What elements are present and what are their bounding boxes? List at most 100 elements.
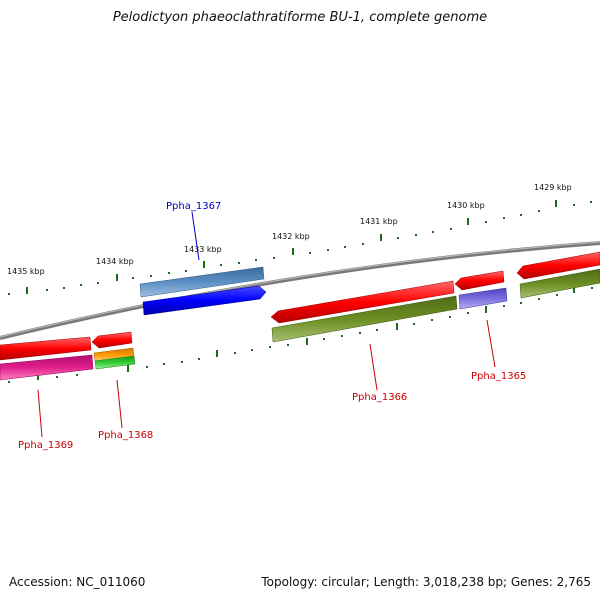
- tick-dot: [80, 284, 82, 286]
- tick-dot: [432, 231, 434, 233]
- genome-backbone: [0, 241, 600, 340]
- feature-row: [0, 268, 600, 381]
- tick-dot: [76, 374, 78, 376]
- gene-ppha-1366-feature[interactable]: [271, 295, 458, 343]
- tick-dot: [185, 270, 187, 272]
- leader-ppha-1365: [486, 319, 496, 368]
- kbp-label: 1434 kbp: [96, 257, 134, 266]
- tick-dot: [168, 272, 170, 274]
- tick-dot: [251, 349, 253, 351]
- tick-dot: [150, 275, 152, 277]
- tick-dot: [467, 312, 469, 314]
- tick-major: [555, 200, 557, 207]
- tick-dot: [503, 305, 505, 307]
- tick-dot: [273, 257, 275, 259]
- tick-dot: [8, 381, 10, 383]
- tick-major: [216, 350, 218, 357]
- gene-ppha-1365-feature[interactable]: [458, 287, 508, 310]
- tick-dot: [341, 335, 343, 337]
- tick-dot: [431, 319, 433, 321]
- kbp-label: 1435 kbp: [7, 267, 45, 276]
- tick-dot: [220, 264, 222, 266]
- accession-text: Accession: NC_011060: [9, 575, 146, 589]
- kbp-label: 1429 kbp: [534, 183, 572, 192]
- tick-dot: [132, 277, 134, 279]
- tick-dot: [344, 246, 346, 248]
- tick-dot: [323, 338, 325, 340]
- tick-dot: [538, 210, 540, 212]
- tick-dot: [413, 323, 415, 325]
- genome-title: Pelodictyon phaeoclathratiforme BU-1, co…: [112, 10, 488, 25]
- tick-major: [37, 373, 39, 380]
- tick-dot: [362, 243, 364, 245]
- gene-ppha-1368-cds[interactable]: [91, 331, 133, 349]
- leader-ppha-1368: [116, 379, 123, 429]
- gene-labels: Ppha_1367 Ppha_1366 Ppha_1365 Ppha_1369 …: [18, 201, 526, 451]
- tick-major: [292, 248, 294, 255]
- tick-dot: [198, 358, 200, 360]
- tick-dot: [269, 346, 271, 348]
- tick-major: [467, 218, 469, 225]
- gene-ppha-1369-feature[interactable]: [0, 354, 94, 381]
- label-ppha-1367[interactable]: Ppha_1367: [166, 201, 221, 212]
- gene-right-edge-cds[interactable]: [516, 251, 600, 280]
- leader-ppha-1367: [191, 211, 200, 261]
- gene-ppha-1369-cds[interactable]: [0, 336, 92, 361]
- tick-dot: [8, 293, 10, 295]
- tick-dot: [556, 294, 558, 296]
- tick-dot: [449, 316, 451, 318]
- tick-dot: [520, 302, 522, 304]
- tick-major: [485, 306, 487, 313]
- tick-dot: [450, 228, 452, 230]
- label-ppha-1365[interactable]: Ppha_1365: [471, 371, 526, 382]
- tick-major: [116, 274, 118, 281]
- kbp-label: 1430 kbp: [447, 201, 485, 210]
- leader-ppha-1366: [369, 343, 378, 391]
- genome-backbone-highlight: [0, 241, 600, 338]
- tick-major: [127, 365, 129, 372]
- kbp-label: 1431 kbp: [360, 217, 398, 226]
- tick-dot: [520, 214, 522, 216]
- kbp-label: 1433 kbp: [184, 245, 222, 254]
- tick-dot: [503, 217, 505, 219]
- label-ppha-1366[interactable]: Ppha_1366: [352, 392, 407, 403]
- leader-ppha-1369: [37, 389, 43, 438]
- gene-ppha-1368-feature-green[interactable]: [94, 355, 136, 370]
- tick-dot: [573, 204, 575, 206]
- tick-dot: [590, 201, 592, 203]
- gene-ppha-1366-cds[interactable]: [270, 280, 455, 324]
- genome-summary-text: Topology: circular; Length: 3,018,238 bp…: [261, 575, 591, 589]
- label-leaders: [37, 211, 496, 438]
- tick-dot: [234, 352, 236, 354]
- inner-tick-row: [8, 286, 593, 383]
- tick-dot: [56, 376, 58, 378]
- forward-strand-genes: [0, 251, 600, 361]
- tick-major: [26, 287, 28, 294]
- tick-major: [203, 261, 205, 268]
- tick-dot: [63, 287, 65, 289]
- tick-dot: [97, 282, 99, 284]
- tick-major: [396, 323, 398, 330]
- tick-major: [380, 234, 382, 241]
- tick-dot: [163, 363, 165, 365]
- label-ppha-1368[interactable]: Ppha_1368: [98, 430, 153, 441]
- gene-ppha-1365-cds[interactable]: [454, 270, 505, 291]
- outer-tick-row: [8, 200, 592, 295]
- tick-dot: [181, 361, 183, 363]
- tick-dot: [238, 262, 240, 264]
- tick-major: [306, 338, 308, 345]
- tick-dot: [397, 237, 399, 239]
- gene-right-edge-feature[interactable]: [519, 268, 600, 299]
- gene-ppha-1367-feature[interactable]: [139, 266, 265, 298]
- tick-dot: [309, 252, 311, 254]
- tick-dot: [415, 234, 417, 236]
- gene-ppha-1367-cds[interactable]: [142, 285, 267, 316]
- tick-dot: [538, 298, 540, 300]
- label-ppha-1369[interactable]: Ppha_1369: [18, 440, 73, 451]
- tick-dot: [255, 259, 257, 261]
- tick-dot: [46, 289, 48, 291]
- kbp-label: 1432 kbp: [272, 232, 310, 241]
- tick-dot: [146, 366, 148, 368]
- tick-dot: [591, 287, 593, 289]
